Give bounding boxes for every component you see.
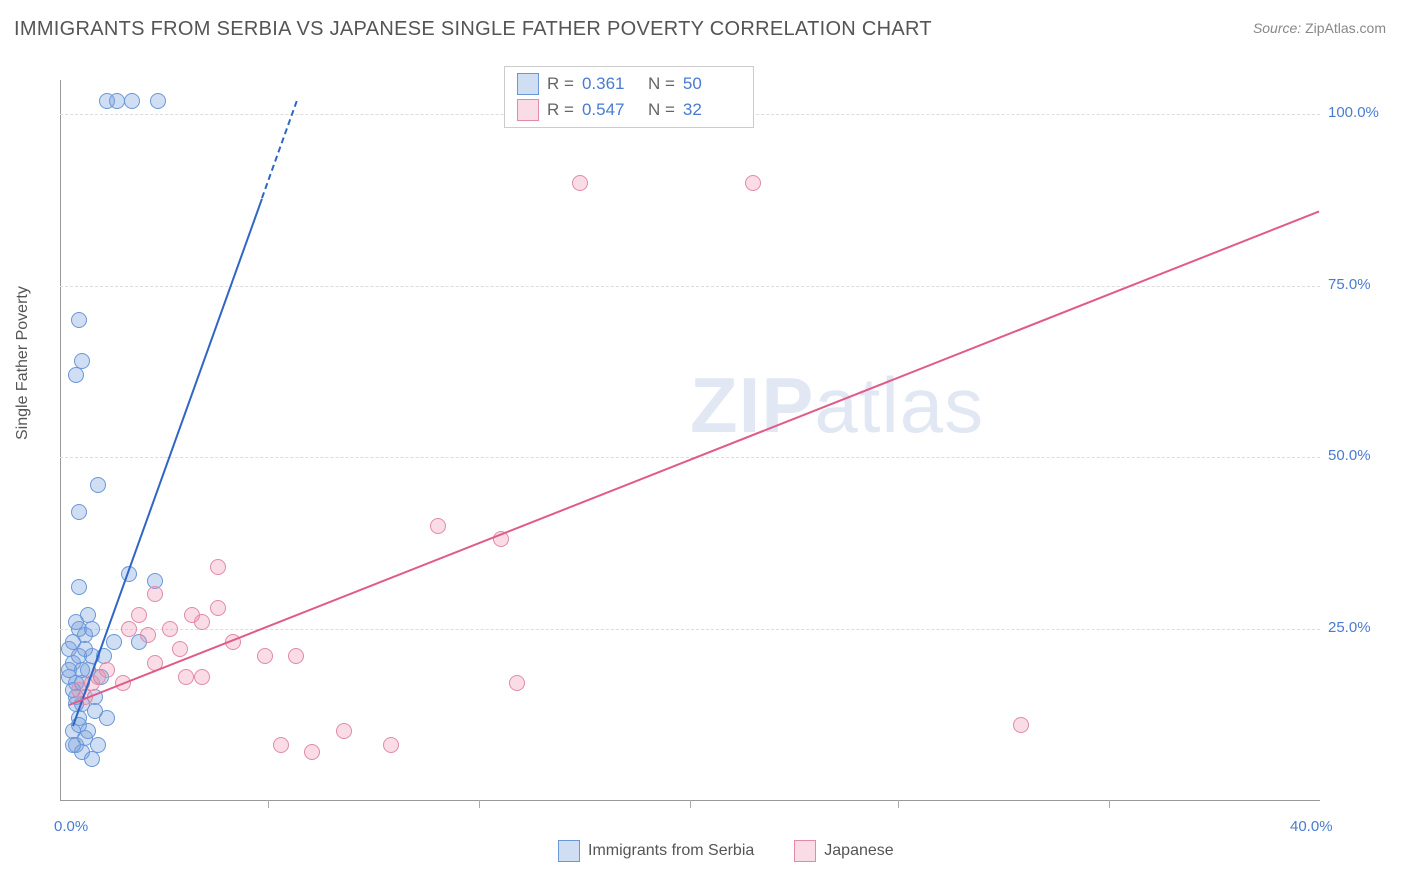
data-point (106, 634, 122, 650)
watermark: ZIPatlas (690, 360, 984, 451)
data-point (71, 312, 87, 328)
legend-label: Japanese (824, 842, 893, 860)
data-point (572, 175, 588, 191)
scatter-chart: ZIPatlas 25.0%50.0%75.0%100.0%0.0%40.0%R… (50, 60, 1350, 820)
data-point (257, 648, 273, 664)
r-label: R = (547, 74, 574, 94)
regression-line (261, 101, 298, 198)
n-value: 50 (683, 74, 741, 94)
data-point (99, 662, 115, 678)
n-value: 32 (683, 100, 741, 120)
data-point (430, 518, 446, 534)
legend-swatch (794, 840, 816, 862)
stats-legend-row: R = 0.547 N = 32 (517, 97, 741, 123)
data-point (68, 367, 84, 383)
x-tick-minor (479, 800, 480, 808)
x-tick-minor (1109, 800, 1110, 808)
data-point (162, 621, 178, 637)
source-attribution: Source: ZipAtlas.com (1253, 20, 1386, 36)
data-point (194, 669, 210, 685)
data-point (131, 607, 147, 623)
data-point (74, 353, 90, 369)
n-label: N = (648, 74, 675, 94)
data-point (383, 737, 399, 753)
legend-swatch (517, 73, 539, 95)
data-point (178, 669, 194, 685)
y-tick-label: 25.0% (1328, 619, 1371, 636)
data-point (172, 641, 188, 657)
data-point (90, 477, 106, 493)
data-point (147, 586, 163, 602)
data-point (288, 648, 304, 664)
data-point (80, 723, 96, 739)
data-point (121, 621, 137, 637)
legend-item: Immigrants from Serbia (558, 840, 754, 862)
n-label: N = (648, 100, 675, 120)
x-tick-minor (898, 800, 899, 808)
watermark-atlas: atlas (814, 361, 984, 449)
x-tick-label: 40.0% (1290, 818, 1333, 835)
data-point (71, 504, 87, 520)
data-point (68, 614, 84, 630)
x-tick-minor (690, 800, 691, 808)
r-label: R = (547, 100, 574, 120)
data-point (84, 621, 100, 637)
data-point (71, 579, 87, 595)
y-tick-label: 100.0% (1328, 104, 1379, 121)
data-point (1013, 717, 1029, 733)
legend-swatch (558, 840, 580, 862)
data-point (109, 93, 125, 109)
data-point (304, 744, 320, 760)
data-point (124, 93, 140, 109)
data-point (184, 607, 200, 623)
data-point (87, 703, 103, 719)
stats-legend-row: R = 0.361 N = 50 (517, 71, 741, 97)
source-value: ZipAtlas.com (1305, 20, 1386, 36)
data-point (150, 93, 166, 109)
data-point (273, 737, 289, 753)
r-value: 0.361 (582, 74, 640, 94)
y-axis-label: Single Father Poverty (14, 286, 32, 440)
legend-item: Japanese (794, 840, 893, 862)
series-legend: Immigrants from Serbia Japanese (558, 840, 894, 862)
chart-title: IMMIGRANTS FROM SERBIA VS JAPANESE SINGL… (14, 18, 932, 41)
data-point (90, 737, 106, 753)
data-point (745, 175, 761, 191)
source-label: Source: (1253, 20, 1301, 36)
data-point (84, 751, 100, 767)
y-tick-label: 50.0% (1328, 447, 1371, 464)
data-point (77, 641, 93, 657)
gridline-h (60, 629, 1320, 630)
data-point (336, 723, 352, 739)
legend-swatch (517, 99, 539, 121)
x-tick-label: 0.0% (54, 818, 88, 835)
y-axis (60, 80, 61, 800)
stats-legend: R = 0.361 N = 50 R = 0.547 N = 32 (504, 66, 754, 128)
y-tick-label: 75.0% (1328, 276, 1371, 293)
data-point (140, 627, 156, 643)
data-point (210, 600, 226, 616)
data-point (210, 559, 226, 575)
data-point (61, 662, 77, 678)
r-value: 0.547 (582, 100, 640, 120)
x-tick-minor (268, 800, 269, 808)
legend-label: Immigrants from Serbia (588, 842, 754, 860)
regression-line (69, 210, 1320, 706)
data-point (65, 737, 81, 753)
data-point (509, 675, 525, 691)
